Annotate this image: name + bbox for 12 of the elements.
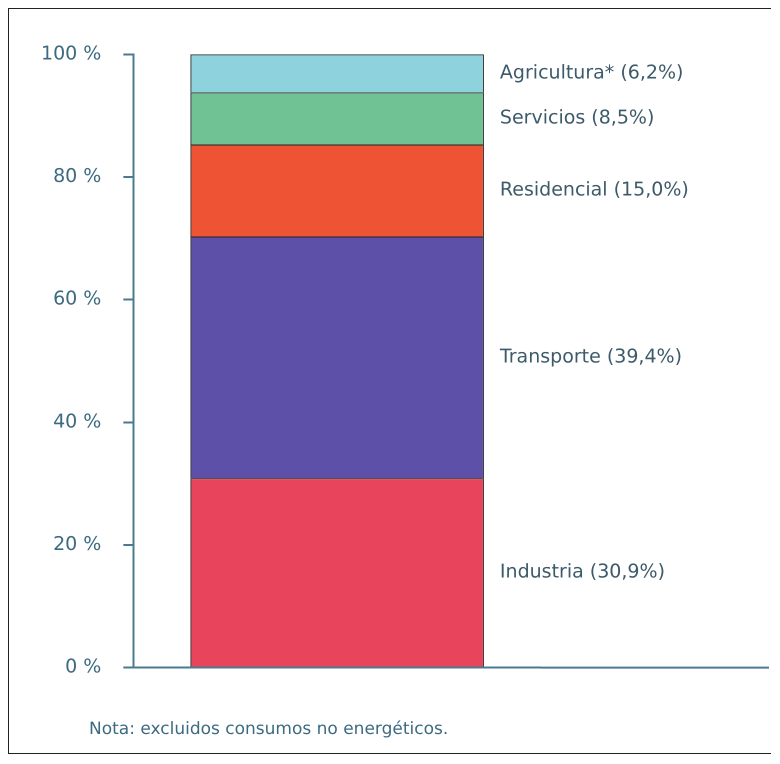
series-label: Servicios (8,5%) [500, 106, 654, 128]
series-label: Industria (30,9%) [500, 560, 665, 582]
y-tick-label: 40 % [53, 410, 102, 432]
y-tick-label: 60 % [53, 288, 102, 310]
series-label: Residencial (15,0%) [500, 178, 689, 200]
series-label: Transporte (39,4%) [498, 345, 682, 368]
y-tick-label: 80 % [53, 164, 102, 187]
y-tick-label: 100 % [41, 42, 102, 64]
y-tick-label: 0 % [65, 656, 102, 678]
y-tick-label: 20 % [53, 532, 102, 555]
text: Nota: excluidos consumos no energéticos. [89, 719, 450, 739]
series-label: Agricultura* (6,2%) [500, 61, 684, 84]
